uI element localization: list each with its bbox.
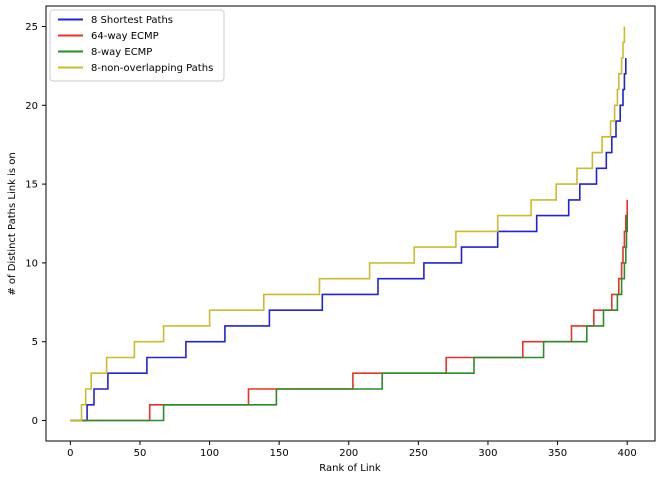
x-tick-label: 200: [339, 448, 358, 459]
y-tick-label: 15: [25, 180, 38, 191]
legend-box: [49, 9, 225, 82]
legend-label: 64-way ECMP: [91, 31, 159, 42]
series-line-8-non-overlapping-paths: [70, 26, 626, 422]
y-axis-label: # of Distinct Paths Link is on: [7, 152, 18, 295]
legend-item-64-way-ecmp: 64-way ECMP: [58, 31, 159, 42]
legend-item-8-shortest-paths: 8 Shortest Paths: [58, 15, 173, 26]
x-axis-label: Rank of Link: [319, 463, 381, 474]
y-tick-label: 20: [25, 101, 38, 112]
x-tick-label: 250: [409, 448, 428, 459]
legend-label: 8 Shortest Paths: [91, 15, 173, 26]
y-tick-label: 5: [32, 337, 38, 348]
legend-item-8-non-overlapping-paths: 8-non-overlapping Paths: [58, 63, 213, 74]
series-line-64-way-ecmp: [70, 199, 628, 422]
legend-label: 8-way ECMP: [91, 47, 152, 58]
x-tick-label: 300: [478, 448, 497, 459]
x-tick-label: 400: [618, 448, 637, 459]
y-tick-label: 0: [32, 416, 38, 427]
x-tick-label: 150: [270, 448, 289, 459]
legend-label: 8-non-overlapping Paths: [91, 63, 213, 74]
y-tick-label: 10: [25, 258, 38, 269]
x-tick-label: 0: [67, 448, 73, 459]
x-tick-label: 100: [200, 448, 219, 459]
plot-border: [45, 5, 656, 442]
x-tick-label: 50: [134, 448, 147, 459]
legend-item-8-way-ecmp: 8-way ECMP: [58, 47, 152, 58]
series-line-8-shortest-paths: [70, 58, 627, 422]
x-tick-label: 350: [548, 448, 567, 459]
y-tick-label: 25: [25, 22, 38, 33]
series-line-8-way-ecmp: [70, 215, 628, 422]
